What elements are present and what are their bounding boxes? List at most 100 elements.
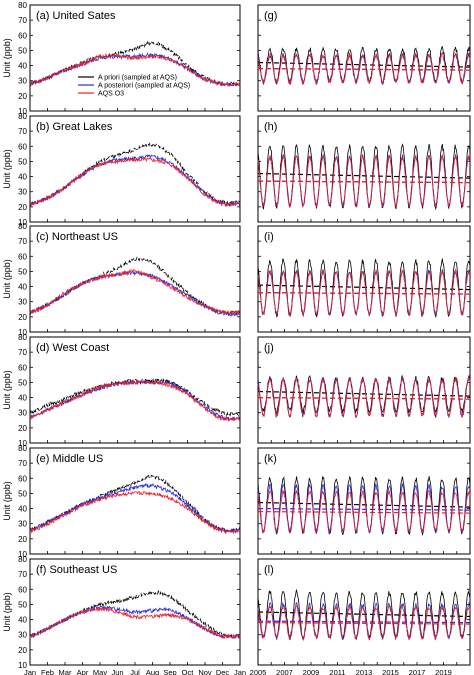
series-line-apriori: [257, 143, 471, 211]
y-tick-label: 60: [18, 252, 27, 261]
y-tick-label: 40: [18, 283, 27, 292]
x-tick-label: May: [93, 668, 107, 675]
panel-f: 10 20 30 40 50 60 70 80 Jan Feb Mar Apr May Jun Jul Aug…: [2, 555, 246, 675]
y-tick-label: 60: [18, 474, 27, 483]
y-tick-label: 60: [18, 585, 27, 594]
panel-i: (i): [257, 225, 471, 333]
panel-title: (g): [264, 10, 277, 22]
series-line-aqs: [257, 153, 471, 209]
y-tick-label: 50: [18, 267, 27, 276]
panel-title: (h): [264, 121, 277, 133]
series-line-aqs: [29, 269, 241, 316]
y-tick-label: 30: [18, 77, 27, 86]
y-tick-label: 10: [18, 550, 27, 559]
y-tick-label: 70: [18, 237, 27, 246]
legend-label: A posteriori (sampled at AQS): [98, 83, 190, 90]
y-tick-label: 30: [18, 298, 27, 307]
y-tick-label: 60: [18, 31, 27, 40]
y-tick-label: 40: [18, 616, 27, 625]
x-tick-label: 2011: [329, 668, 345, 675]
x-tick-label: Jul: [130, 668, 140, 675]
y-tick-label: 20: [18, 203, 27, 212]
plot-frame: [257, 558, 471, 666]
series-line-aqs: [257, 376, 471, 419]
plot-frame: [257, 336, 471, 444]
y-tick-label: 30: [18, 409, 27, 418]
y-tick-label: 40: [18, 394, 27, 403]
panel-title: (c) Northeast US: [36, 231, 118, 243]
y-axis-label: Unit (ppb): [2, 259, 12, 299]
legend: A priori (sampled at AQS)A posteriori (s…: [78, 75, 190, 98]
x-tick-label: Mar: [59, 668, 72, 675]
y-tick-label: 60: [18, 363, 27, 372]
y-tick-label: 30: [18, 631, 27, 640]
panel-title: (k): [264, 453, 277, 465]
x-tick-label: Oct: [182, 668, 195, 675]
panel-title: (i): [264, 231, 274, 243]
panel-title: (b) Great Lakes: [36, 121, 113, 133]
y-tick-label: 10: [18, 218, 27, 227]
y-tick-label: 10: [18, 107, 27, 116]
series-line-aqs: [29, 157, 241, 208]
y-axis-label: Unit (ppb): [2, 481, 12, 521]
series-line-aqs: [29, 606, 241, 639]
panel-title: (l): [264, 564, 274, 576]
panel-a: 10 20 30 40 50 60 70 80 (a) United Sates A priori…: [2, 1, 241, 116]
panel-d: 10 20 30 40 50 60 70 80 (d) West Coast Unit (ppb): [2, 333, 241, 448]
panel-title: (j): [264, 342, 274, 354]
y-tick-label: 70: [18, 127, 27, 136]
trend-line-apriori: [257, 390, 471, 397]
x-tick-label: 2005: [250, 668, 267, 675]
y-tick-label: 80: [18, 112, 27, 121]
x-tick-label: 2017: [409, 668, 426, 675]
series-line-apriori: [257, 45, 471, 86]
y-tick-label: 30: [18, 520, 27, 529]
y-tick-label: 80: [18, 444, 27, 453]
y-axis-label: Unit (ppb): [2, 370, 12, 410]
series-line-aqs: [257, 605, 471, 641]
x-tick-label: Sep: [163, 668, 176, 675]
trend-line-apriori: [257, 172, 471, 179]
series-line-aqs: [29, 491, 241, 535]
series-line-aqs: [257, 268, 471, 317]
y-tick-label: 20: [18, 313, 27, 322]
panel-j: (j): [257, 336, 471, 444]
y-tick-label: 80: [18, 222, 27, 231]
y-tick-label: 10: [18, 661, 27, 670]
y-tick-label: 60: [18, 142, 27, 151]
y-tick-label: 70: [18, 16, 27, 25]
y-tick-label: 10: [18, 328, 27, 337]
y-tick-label: 50: [18, 378, 27, 387]
y-tick-label: 40: [18, 505, 27, 514]
y-tick-label: 10: [18, 439, 27, 448]
series-line-apriori: [257, 588, 471, 641]
y-axis-label: Unit (ppb): [2, 38, 12, 78]
panel-title: (f) Southeast US: [36, 564, 117, 576]
y-axis-label: Unit (ppb): [2, 592, 12, 632]
y-tick-label: 50: [18, 489, 27, 498]
x-tick-label: Nov: [198, 668, 212, 675]
panel-e: 10 20 30 40 50 60 70 80 (e) Middle US Unit (ppb): [2, 444, 241, 559]
y-tick-label: 50: [18, 46, 27, 55]
legend-label: AQS O3: [98, 91, 124, 98]
panel-h: (h): [257, 115, 471, 223]
trend-line-apriori: [257, 284, 471, 291]
y-tick-label: 20: [18, 646, 27, 655]
series-line-apriori: [29, 142, 241, 207]
x-tick-label: Jan: [24, 668, 36, 675]
y-tick-label: 70: [18, 570, 27, 579]
y-tick-label: 20: [18, 92, 27, 101]
x-tick-label: Apr: [77, 668, 89, 675]
x-tick-label: Dec: [216, 668, 230, 675]
plot-frame: [257, 447, 471, 555]
series-line-aqs: [257, 489, 471, 535]
y-tick-label: 30: [18, 188, 27, 197]
trend-line-apriori: [257, 501, 471, 508]
x-tick-label: 2019: [435, 668, 452, 675]
x-tick-label: Jan: [234, 668, 246, 675]
series-line-apriori: [29, 590, 241, 639]
series-line-aqs: [29, 52, 241, 87]
y-tick-label: 40: [18, 173, 27, 182]
panel-k: (k): [257, 447, 471, 555]
